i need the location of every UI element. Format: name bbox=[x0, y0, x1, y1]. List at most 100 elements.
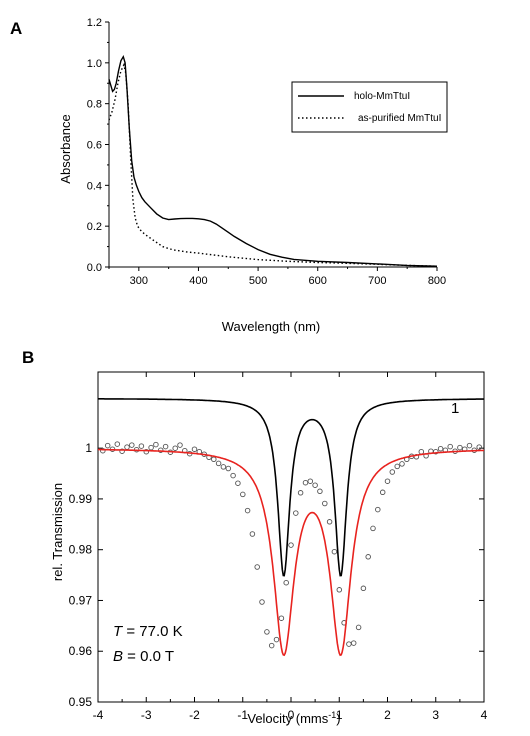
data-point bbox=[317, 488, 323, 495]
panel-b-y-tick-label: 0.97 bbox=[69, 593, 93, 607]
data-point bbox=[225, 465, 232, 472]
data-point bbox=[307, 478, 314, 484]
panel-a-x-tick-label: 400 bbox=[189, 275, 207, 287]
data-point bbox=[215, 460, 222, 467]
panel-b-x-tick-label: -2 bbox=[189, 708, 200, 722]
fit-curve bbox=[98, 448, 485, 657]
data-point bbox=[370, 525, 376, 532]
data-point bbox=[466, 442, 473, 449]
data-point bbox=[114, 441, 121, 447]
data-point bbox=[365, 554, 371, 560]
data-point bbox=[230, 472, 236, 479]
data-point bbox=[273, 636, 280, 643]
panel-b-x-tick-label: 4 bbox=[481, 708, 488, 722]
data-point bbox=[138, 443, 145, 449]
data-point bbox=[211, 456, 217, 463]
data-point bbox=[350, 640, 357, 646]
data-point bbox=[336, 587, 343, 593]
data-point bbox=[220, 464, 227, 470]
data-point bbox=[153, 441, 159, 448]
data-point bbox=[360, 585, 367, 592]
data-point bbox=[331, 548, 338, 555]
data-point bbox=[389, 469, 396, 475]
data-point bbox=[312, 482, 318, 488]
panel-a-x-axis-title: Wavelength (nm) bbox=[222, 319, 321, 334]
field-annotation: B = 0.0 T bbox=[113, 648, 174, 665]
data-point bbox=[326, 519, 333, 525]
panel-a-y-tick-label: 0.8 bbox=[87, 99, 102, 111]
panel-a: A 0.0 0.2 0.4 0.6 0.8 1.0 1.2 300 400 500 600 700 80… bbox=[10, 17, 448, 334]
panel-b-x-axis-title: Velocity (mms-1) bbox=[247, 710, 340, 726]
panel-b-x-tick-label: 3 bbox=[432, 708, 439, 722]
panel-b-x-tick-label: -4 bbox=[93, 708, 104, 722]
panel-b-x-tick-label: -3 bbox=[141, 708, 152, 722]
subspectrum-curve bbox=[98, 398, 484, 577]
data-point bbox=[104, 442, 111, 449]
data-point bbox=[172, 445, 178, 451]
data-point bbox=[249, 531, 256, 537]
data-point bbox=[322, 500, 328, 507]
panel-a-axes: 0.0 0.2 0.4 0.6 0.8 1.0 1.2 300 400 500 600 700 800 bbox=[87, 17, 446, 287]
panel-b-x-tick-label: 1 bbox=[336, 708, 343, 722]
data-point bbox=[418, 448, 425, 455]
panel-a-y-tick-label: 0.6 bbox=[87, 140, 102, 152]
panel-a-x-tick-label: 300 bbox=[130, 275, 148, 287]
data-point bbox=[177, 442, 183, 448]
legend-label-holo: holo-MmTtuI bbox=[354, 91, 410, 102]
data-point bbox=[293, 510, 299, 516]
subspectrum-label: 1 bbox=[451, 400, 459, 417]
panel-b-y-tick-label: 0.95 bbox=[69, 695, 93, 709]
panel-b-y-tick-label: 0.98 bbox=[69, 543, 93, 557]
panel-a-x-tick-label: 500 bbox=[249, 275, 267, 287]
panel-a-y-tick-label: 1.0 bbox=[87, 58, 102, 70]
data-point bbox=[278, 615, 285, 621]
panel-a-x-tick-label: 600 bbox=[309, 275, 327, 287]
data-point bbox=[244, 507, 251, 514]
data-point bbox=[129, 442, 135, 448]
data-point bbox=[100, 447, 106, 454]
legend-box bbox=[291, 81, 448, 133]
panel-b-series bbox=[98, 398, 485, 657]
data-point bbox=[399, 461, 405, 467]
data-point bbox=[346, 641, 352, 647]
panel-a-x-tick-label: 700 bbox=[368, 275, 386, 287]
data-point bbox=[124, 444, 130, 450]
data-point bbox=[302, 479, 309, 486]
data-point bbox=[119, 448, 125, 454]
panel-b-x-tick-label: -1 bbox=[237, 708, 248, 722]
data-point bbox=[297, 490, 304, 496]
panel-b: B 0.95 0.96 0.97 0.98 0.99 1 -4 -3 -2 -1 0 1 2 3 4 Vel… bbox=[22, 348, 488, 726]
panel-a-y-tick-label: 0.4 bbox=[87, 180, 102, 192]
panel-a-y-tick-label: 0.0 bbox=[87, 262, 102, 274]
data-point bbox=[437, 445, 444, 452]
panel-a-y-tick-label: 1.2 bbox=[87, 17, 102, 29]
panel-b-y-tick-label: 0.99 bbox=[69, 492, 93, 506]
panel-a-series bbox=[108, 54, 438, 267]
panel-b-y-tick-label: 1 bbox=[85, 441, 92, 455]
data-point bbox=[235, 480, 241, 486]
data-point bbox=[288, 542, 294, 548]
data-point bbox=[254, 564, 260, 570]
data-point bbox=[379, 489, 386, 496]
data-point bbox=[355, 624, 362, 631]
series-line-as-purified bbox=[108, 62, 438, 267]
data-point bbox=[447, 443, 453, 450]
data-point bbox=[476, 444, 482, 450]
panel-b-x-tick-label: 2 bbox=[384, 708, 391, 722]
data-point bbox=[157, 447, 164, 453]
panel-b-axes: 0.95 0.96 0.97 0.98 0.99 1 -4 -3 -2 -1 0 1 2 3 4 bbox=[69, 371, 488, 722]
temperature-annotation: T = 77.0 K bbox=[113, 623, 183, 640]
data-point bbox=[268, 642, 275, 649]
data-point bbox=[375, 506, 381, 513]
data-point bbox=[162, 443, 169, 450]
data-point bbox=[259, 599, 265, 605]
panel-a-legend: holo-MmTtuI as-purified MmTtuI bbox=[291, 81, 448, 133]
data-point bbox=[240, 491, 246, 498]
data-point bbox=[394, 463, 400, 470]
data-point bbox=[433, 448, 439, 455]
data-point bbox=[148, 444, 154, 451]
panel-a-letter: A bbox=[10, 19, 22, 38]
series-line-holo bbox=[108, 54, 438, 267]
panel-a-x-tick-label: 800 bbox=[428, 275, 446, 287]
